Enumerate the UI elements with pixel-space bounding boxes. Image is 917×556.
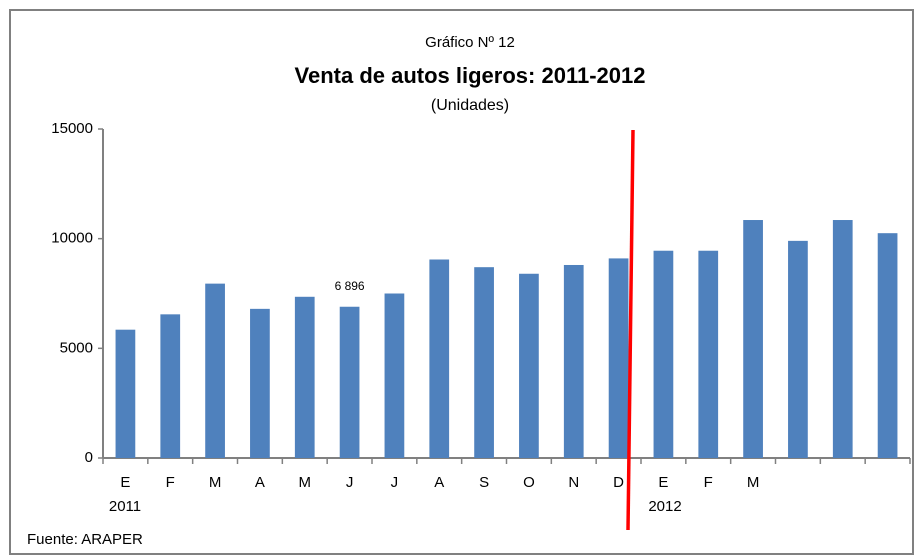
x-tick-label: A [434,474,444,491]
year-label: 2011 [109,498,141,515]
bar [429,259,450,458]
x-tick-label: S [479,474,489,491]
bar [832,220,853,458]
x-tick-label: E [120,474,130,491]
x-tick-label: F [166,474,175,491]
bar [877,233,898,458]
bar [563,264,584,458]
y-tick-label: 5000 [60,339,93,356]
x-tick-label: J [346,474,354,491]
y-tick-label: 0 [85,449,93,466]
bar [115,329,136,458]
x-tick-label: M [299,474,312,491]
frame [9,9,914,555]
plot: 0 5000 10000 15000 E F M A M J 6 896 J A S O N D E F M [51,120,911,491]
x-tick-label: O [523,474,535,491]
bar [608,258,629,458]
x-tick-label: E [658,474,668,491]
x-tick-label: A [255,474,265,491]
x-tick-label: M [747,474,760,491]
bar [743,220,763,458]
chart-subtitle: (Unidades) [431,97,509,114]
bar [339,306,360,458]
bar [205,283,225,458]
x-tick-label: J [391,474,399,491]
x-tick-label: N [568,474,579,491]
x-tick-label: F [704,474,713,491]
y-tick-label: 15000 [51,120,93,137]
bar [698,250,719,458]
x-tick-label: D [613,474,624,491]
divider-line [626,129,635,531]
bar [788,240,808,458]
bar [250,308,270,458]
source: Fuente: ARAPER [27,531,143,548]
x-tick-label: M [209,474,222,491]
bar [474,267,494,458]
chart-number: Gráfico Nº 12 [425,34,515,51]
bar [519,273,539,458]
bar [160,314,181,458]
y-tick-label: 10000 [51,230,93,247]
bar [294,296,315,458]
bar [653,250,674,458]
year-label: 2012 [648,498,681,515]
data-label: 6 896 [335,279,365,293]
bar [384,293,405,458]
chart-title: Venta de autos ligeros: 2011-2012 [295,63,646,88]
